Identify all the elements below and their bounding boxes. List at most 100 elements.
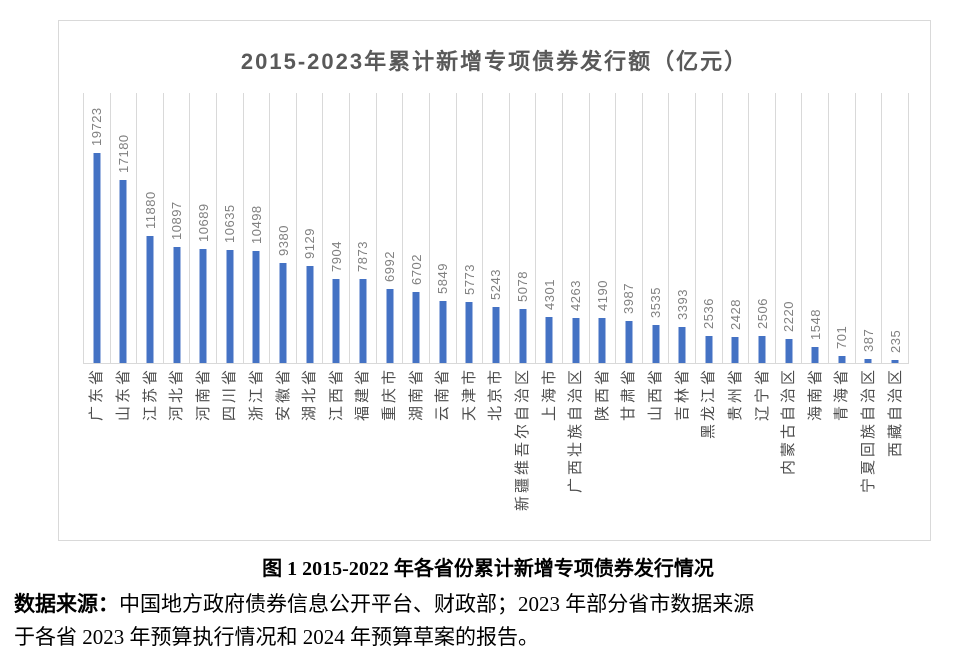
bar-slot: 9380 安徽省	[269, 93, 296, 421]
data-source-note: 数据来源：中国地方政府债券信息公开平台、财政部；2023 年部分省市数据来源 于…	[14, 588, 954, 654]
value-label: 6992	[382, 251, 397, 282]
bar	[146, 236, 154, 363]
chart-title: 2015-2023年累计新增专项债券发行额（亿元）	[240, 49, 749, 74]
category-label: 上海市	[540, 367, 558, 422]
value-label: 10689	[195, 203, 211, 242]
value-label: 701	[834, 325, 850, 349]
category-label: 安徽省	[274, 367, 292, 422]
bar-slot: 10689 河南省	[189, 93, 216, 421]
category-label: 四川省	[221, 367, 239, 422]
bar-slot: 3393 吉林省	[668, 93, 695, 421]
bar	[864, 359, 872, 363]
bar	[173, 247, 181, 363]
bar-slot: 4301 上海市	[535, 93, 562, 421]
source-line-1-text: 中国地方政府债券信息公开平台、财政部；2023 年部分省市数据来源	[119, 592, 755, 616]
value-label: 5078	[515, 271, 531, 302]
bar	[811, 347, 819, 363]
bar	[758, 336, 766, 363]
bar-slot: 10498 浙江省	[242, 93, 270, 421]
category-label: 湖南省	[407, 367, 425, 422]
category-label: 山西省	[647, 367, 665, 422]
category-label: 河南省	[194, 367, 212, 422]
value-label: 7873	[355, 241, 371, 272]
category-label: 西藏自治区	[886, 367, 904, 458]
category-label: 山东省	[114, 367, 132, 422]
bar-slot: 2220 内蒙古自治区	[774, 93, 802, 475]
figure-caption: 图 1 2015-2022 年各省份累计新增专项债券发行情况	[262, 558, 714, 580]
category-label: 内蒙古自治区	[780, 367, 798, 476]
bar-slot: 5849 云南省	[428, 93, 456, 421]
value-label: 2536	[701, 298, 717, 329]
bar	[359, 279, 367, 363]
bar-slot: 19723 广东省	[83, 93, 110, 421]
bar	[439, 301, 447, 363]
bar	[678, 327, 686, 363]
bar	[572, 318, 580, 363]
source-line-1: 数据来源：中国地方政府债券信息公开平台、财政部；2023 年部分省市数据来源	[14, 588, 954, 621]
bar	[93, 153, 101, 363]
value-label: 4190	[594, 280, 610, 311]
plot-area: 19723 广东省 17180 山东省 11880 江苏省 10897 河北省 10689 河南省…	[83, 93, 909, 511]
value-label: 4263	[568, 280, 584, 311]
category-label: 海南省	[806, 367, 824, 422]
bar	[226, 250, 234, 363]
bar-slot: 701 青海省	[828, 93, 855, 421]
category-label: 江西省	[327, 367, 345, 422]
value-label: 5849	[435, 263, 451, 294]
bar-slot: 10635 四川省	[216, 93, 243, 421]
value-label: 1548	[807, 309, 823, 340]
value-label: 4301	[541, 279, 557, 310]
chart-figure[interactable]: 2015-2023年累计新增专项债券发行额（亿元） 19723 广东省 17180 山…	[58, 20, 931, 541]
bar-slot: 5078 新疆维吾尔自治区	[508, 93, 536, 511]
category-label: 黑龙江省	[700, 367, 718, 440]
bar-slot: 11880 江苏省	[136, 93, 163, 421]
bar	[705, 336, 713, 363]
category-label: 广东省	[88, 367, 106, 422]
bar-slot: 17180 山东省	[109, 93, 137, 421]
value-label: 6702	[408, 254, 424, 285]
bar-slot: 4190 陕西省	[588, 93, 616, 421]
category-label: 辽宁省	[753, 367, 771, 422]
category-label: 新疆维吾尔自治区	[514, 367, 532, 512]
value-label: 2428	[727, 299, 743, 330]
category-label: 宁夏回族自治区	[859, 367, 877, 494]
category-label: 贵州省	[726, 367, 744, 422]
value-label: 10635	[222, 204, 238, 243]
value-label: 19723	[89, 107, 105, 146]
value-label: 10498	[248, 205, 264, 244]
category-label: 广西壮族自治区	[567, 367, 585, 494]
bar	[731, 337, 739, 363]
bar	[838, 356, 846, 363]
category-label: 陕西省	[593, 367, 611, 422]
bar	[199, 249, 207, 363]
bar	[465, 302, 473, 363]
category-label: 河北省	[168, 367, 186, 422]
category-label: 福建省	[354, 367, 372, 422]
value-label: 235	[887, 329, 903, 353]
bar	[545, 317, 553, 363]
bar-slot: 6992 重庆市	[375, 93, 403, 421]
bar-slot: 387 宁夏回族自治区	[854, 93, 882, 493]
value-label: 10897	[169, 201, 185, 240]
bar	[306, 266, 314, 363]
bar	[386, 289, 393, 363]
bar-slot: 10897 河北省	[162, 93, 190, 421]
value-label: 387	[860, 328, 876, 352]
bar-slot: 3987 甘肃省	[615, 93, 642, 421]
bar-slot: 5243 北京市	[482, 93, 509, 421]
bar	[412, 292, 420, 363]
bar-slot: 235 西藏自治区	[881, 93, 908, 457]
value-label: 2506	[754, 298, 770, 329]
bar-slot: 2536 黑龙江省	[695, 93, 722, 439]
bar-slot: 6702 湖南省	[402, 93, 429, 421]
bar-slot: 7873 福建省	[349, 93, 376, 421]
value-label: 3987	[621, 283, 637, 314]
bar-slot: 5773 天津市	[455, 93, 483, 421]
bar-slot: 9129 湖北省	[295, 93, 323, 421]
bar	[652, 325, 660, 363]
bar	[332, 279, 340, 363]
bar-slot: 3535 山西省	[641, 93, 669, 421]
bar	[891, 360, 899, 363]
bar	[279, 263, 287, 363]
